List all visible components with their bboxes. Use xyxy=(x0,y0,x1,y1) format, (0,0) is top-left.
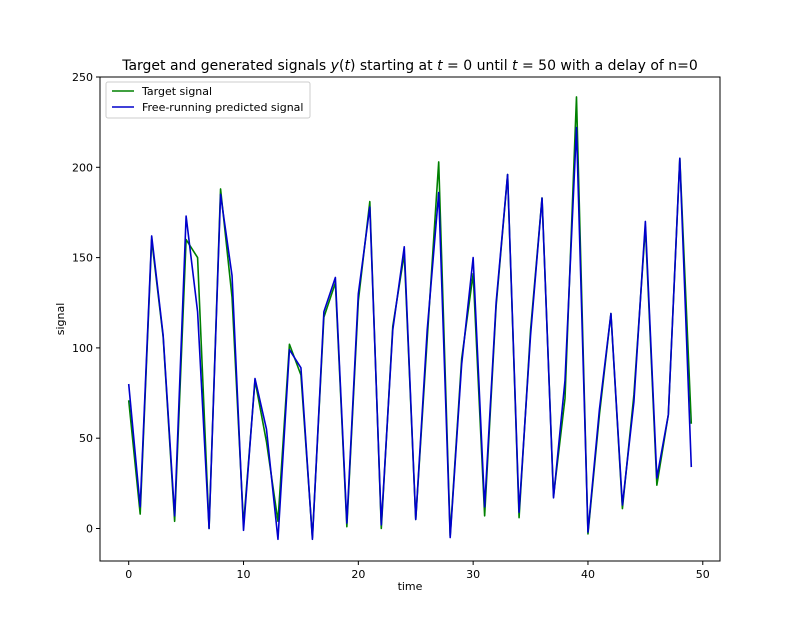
y-axis-label: signal xyxy=(54,303,67,336)
y-tick-label: 250 xyxy=(72,71,93,84)
plot-frame xyxy=(99,76,721,562)
x-tick-label: 50 xyxy=(696,568,710,581)
title-part-8: = 50 with a delay of n=0 xyxy=(518,58,698,74)
x-tick-label: 30 xyxy=(466,568,480,581)
y-tick-label: 0 xyxy=(86,522,93,535)
title-part-2: ( xyxy=(339,58,344,74)
y-tick-label: 150 xyxy=(72,252,93,265)
x-tick-label: 20 xyxy=(351,568,365,581)
x-tick-label: 10 xyxy=(237,568,251,581)
x-axis-label: time xyxy=(398,580,423,593)
title-part-7: t xyxy=(512,58,518,74)
x-tick-label: 40 xyxy=(581,568,595,581)
legend: Target signal Free-running predicted sig… xyxy=(105,81,311,119)
x-tick-label: 0 xyxy=(125,568,132,581)
legend-label-predicted-signal: Free-running predicted signal xyxy=(142,101,303,114)
title-part-1: y xyxy=(330,58,340,74)
y-tick-label: 100 xyxy=(72,342,93,355)
y-tick-label: 50 xyxy=(79,432,93,445)
axis-ticks: 0 10 20 30 40 50 0 50 100 150 200 250 xyxy=(72,71,710,581)
title-part-0: Target and generated signals xyxy=(121,58,330,74)
chart-title: Target and generated signals y(t) starti… xyxy=(121,58,698,74)
series-lines xyxy=(127,96,693,541)
legend-box xyxy=(105,81,311,119)
legend-label-target-signal: Target signal xyxy=(141,85,212,98)
title-part-5: t xyxy=(437,58,443,74)
title-part-4: ) starting at xyxy=(350,58,437,74)
title-part-3: t xyxy=(344,58,350,74)
title-part-6: = 0 until xyxy=(443,58,512,74)
series-line-predicted-signal xyxy=(127,126,693,541)
y-tick-label: 200 xyxy=(72,161,93,174)
